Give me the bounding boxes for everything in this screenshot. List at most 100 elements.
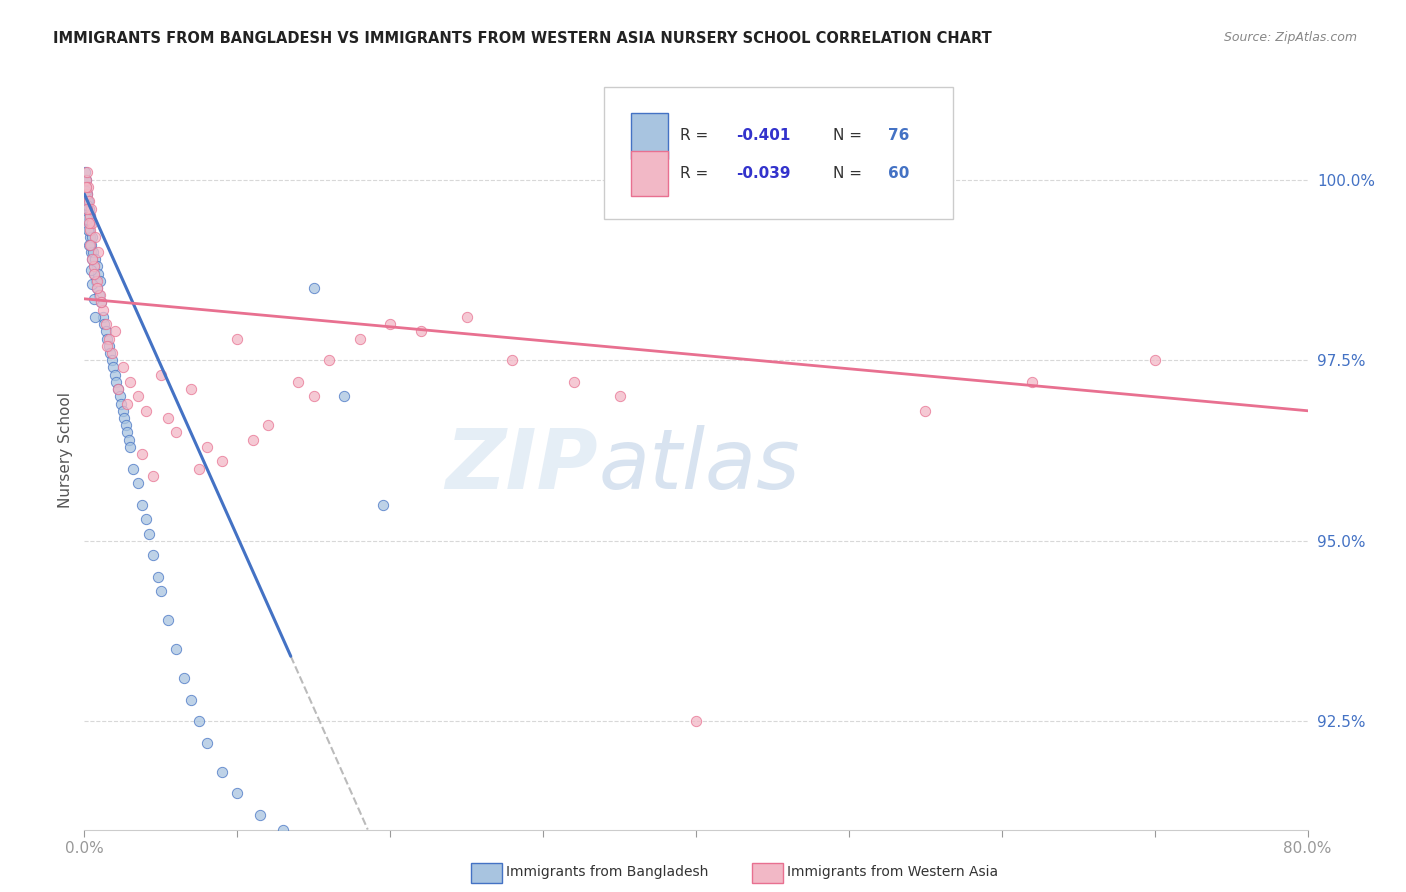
Point (76, 165, 98, 179)
Point (371, 498, 394, 512)
Point (318, 353, 340, 368)
Text: ZIP: ZIP (446, 425, 598, 506)
Point (79, 237, 101, 252)
Point (94, 317, 117, 331)
Point (142, 548, 165, 562)
Point (75, 172, 97, 186)
Point (110, 396, 132, 410)
Point (104, 368, 127, 382)
Point (77, 223, 100, 237)
Point (80, 202, 103, 216)
Point (104, 324, 127, 338)
Point (77, 223, 100, 237)
Point (80, 216, 103, 230)
Point (84, 274, 107, 288)
Point (195, 440, 218, 454)
Point (108, 389, 131, 403)
Point (131, 447, 153, 461)
Point (112, 411, 135, 425)
Point (226, 787, 249, 801)
Point (87, 288, 110, 302)
Point (105, 375, 128, 389)
Point (685, 714, 707, 729)
Point (87, 244, 110, 259)
Point (456, 310, 478, 324)
FancyBboxPatch shape (605, 87, 953, 219)
Point (249, 808, 271, 822)
Point (142, 468, 165, 483)
Point (271, 822, 294, 837)
Text: -0.039: -0.039 (737, 166, 790, 181)
Point (101, 346, 124, 360)
Point (86, 281, 108, 295)
Point (75, 180, 97, 194)
Point (75, 184, 97, 198)
Point (75, 172, 97, 186)
Point (77, 202, 100, 216)
Point (94, 324, 117, 338)
Point (84, 252, 107, 266)
Text: -0.401: -0.401 (737, 128, 790, 144)
Point (80, 263, 103, 277)
Point (76, 202, 98, 216)
Text: Immigrants from Bangladesh: Immigrants from Bangladesh (506, 865, 709, 880)
Point (90, 295, 112, 310)
Y-axis label: Nursery School: Nursery School (58, 392, 73, 508)
Point (111, 360, 134, 375)
Point (84, 310, 107, 324)
Point (83, 260, 105, 274)
Point (302, 389, 325, 403)
Point (188, 461, 211, 475)
Text: Immigrants from Western Asia: Immigrants from Western Asia (787, 865, 998, 880)
Point (77, 180, 100, 194)
Point (127, 475, 149, 490)
Point (80, 244, 103, 259)
Text: IMMIGRANTS FROM BANGLADESH VS IMMIGRANTS FROM WESTERN ASIA NURSERY SCHOOL CORREL: IMMIGRANTS FROM BANGLADESH VS IMMIGRANTS… (53, 31, 993, 46)
Point (79, 230, 101, 244)
Point (82, 277, 104, 292)
Point (107, 382, 129, 396)
Point (211, 764, 233, 779)
Point (76, 187, 98, 202)
Point (115, 425, 138, 440)
Text: 60: 60 (889, 166, 910, 181)
Point (83, 267, 105, 281)
Point (409, 324, 432, 338)
Point (91, 302, 114, 317)
Point (226, 332, 249, 346)
Point (380, 317, 402, 331)
Point (103, 360, 125, 375)
Text: atlas: atlas (598, 425, 800, 506)
Point (75, 172, 97, 186)
Point (115, 396, 138, 410)
Point (75, 180, 97, 194)
Point (609, 389, 631, 403)
Point (111, 403, 134, 417)
Point (211, 454, 233, 468)
Point (77, 216, 100, 230)
Point (157, 411, 180, 425)
Point (257, 418, 280, 433)
Point (91, 310, 114, 324)
Point (127, 389, 149, 403)
Point (89, 274, 111, 288)
Point (93, 317, 115, 331)
Point (87, 267, 110, 281)
Point (80, 230, 103, 244)
Text: R =: R = (681, 166, 713, 181)
Point (79, 209, 101, 223)
Point (76, 202, 98, 216)
Point (157, 613, 180, 627)
Text: N =: N = (832, 166, 868, 181)
Point (75, 187, 97, 202)
Point (914, 403, 936, 417)
Point (83, 267, 105, 281)
Point (188, 714, 211, 729)
Bar (631, 113, 668, 159)
Point (165, 425, 187, 440)
Text: Source: ZipAtlas.com: Source: ZipAtlas.com (1223, 31, 1357, 45)
Point (120, 375, 142, 389)
Point (122, 461, 145, 475)
Point (90, 295, 112, 310)
Point (131, 498, 153, 512)
